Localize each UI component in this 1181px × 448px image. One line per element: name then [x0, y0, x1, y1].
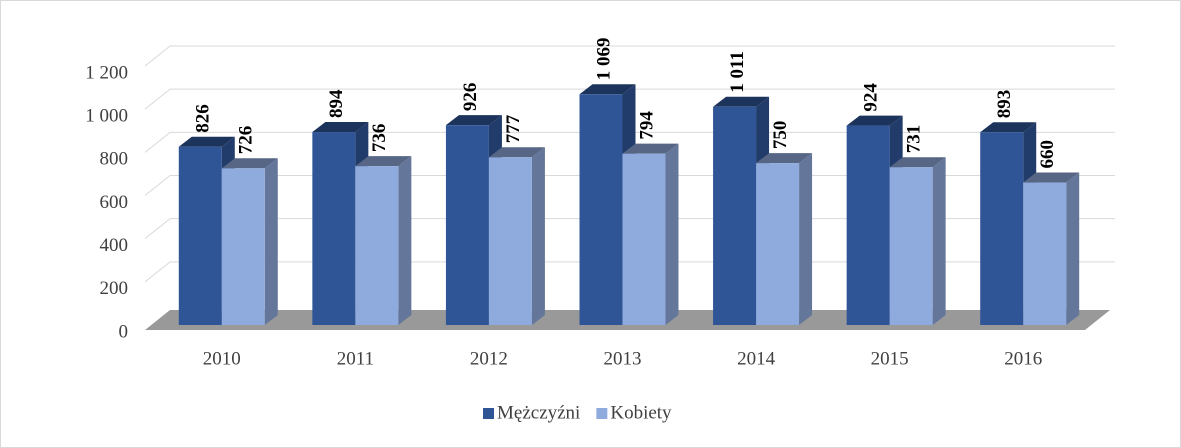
bar — [221, 168, 265, 325]
bar-top — [445, 115, 502, 126]
bar-top — [846, 115, 903, 126]
value-label: 924 — [861, 83, 882, 112]
legend-swatch — [596, 408, 608, 419]
grid-line-side — [144, 88, 171, 110]
grid-line-side — [144, 45, 171, 67]
bar-side — [264, 158, 278, 325]
value-label: 731 — [904, 125, 925, 154]
bar — [178, 146, 222, 325]
value-label: 1 069 — [593, 38, 614, 81]
bar-top — [579, 84, 636, 95]
value-label: 750 — [770, 121, 791, 150]
value-label: 1 011 — [727, 51, 748, 93]
bar-side — [531, 147, 545, 325]
value-label: 726 — [236, 126, 257, 154]
bar-top — [622, 143, 679, 154]
bar-side — [398, 156, 412, 325]
legend-swatch — [483, 408, 494, 419]
value-label: 660 — [1037, 140, 1058, 169]
x-tick-label: 2016 — [1004, 348, 1042, 369]
y-tick-label: 400 — [100, 235, 129, 256]
bar-top — [221, 158, 278, 169]
value-label: 894 — [326, 89, 347, 118]
x-tick-label: 2014 — [737, 348, 776, 369]
bar-top — [889, 157, 946, 168]
bar-side — [1066, 172, 1080, 325]
bar — [622, 153, 666, 325]
legend-label: Mężczyźni — [497, 402, 580, 423]
value-label: 794 — [636, 111, 657, 140]
value-label: 777 — [503, 114, 524, 143]
bar-side — [932, 157, 946, 325]
bar-side — [665, 143, 679, 325]
x-tick-label: 2012 — [470, 348, 508, 369]
value-label: 926 — [460, 83, 481, 112]
y-tick-label: 1 200 — [85, 62, 128, 83]
grid-line-side — [144, 131, 171, 153]
y-tick-label: 800 — [100, 149, 129, 170]
bar-top — [312, 122, 369, 133]
value-label: 826 — [193, 104, 214, 133]
bar — [312, 132, 356, 325]
bar-top — [980, 122, 1037, 133]
bar-side — [799, 153, 813, 325]
bar-top — [756, 153, 813, 164]
bar-top — [178, 136, 235, 147]
x-tick-label: 2015 — [871, 348, 909, 369]
bar — [445, 125, 489, 325]
bar — [889, 167, 933, 325]
y-tick-label: 200 — [100, 278, 129, 299]
x-tick-label: 2013 — [604, 348, 642, 369]
grid-line-side — [144, 175, 171, 196]
bar — [579, 94, 623, 325]
bar — [1023, 182, 1067, 325]
bar — [846, 125, 890, 325]
bar — [756, 163, 800, 325]
x-tick-label: 2010 — [203, 348, 241, 369]
bar-top — [355, 156, 412, 167]
y-tick-label: 1 000 — [85, 106, 128, 127]
grid-line-side — [144, 261, 171, 283]
legend-label: Kobiety — [610, 402, 672, 423]
bar — [713, 106, 757, 325]
bar-top — [488, 147, 545, 158]
grid-line-side — [144, 218, 171, 240]
y-tick-label: 600 — [100, 192, 129, 213]
bar-top — [1023, 172, 1080, 183]
bar-top — [713, 96, 770, 107]
y-tick-label: 0 — [119, 321, 129, 342]
value-label: 893 — [994, 90, 1015, 119]
value-label: 736 — [369, 124, 390, 153]
bar — [355, 166, 399, 325]
bar — [980, 132, 1024, 325]
x-tick-label: 2011 — [337, 348, 374, 369]
bar — [488, 157, 532, 325]
